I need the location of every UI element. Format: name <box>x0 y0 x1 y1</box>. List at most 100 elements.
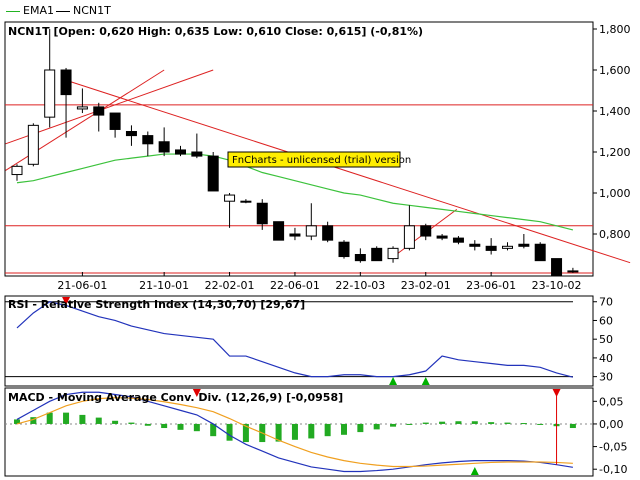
candle-body <box>224 194 236 202</box>
candle-body <box>256 202 268 225</box>
macd-sell-marker <box>552 389 561 397</box>
price-xtick-label: 23-02-01 <box>401 279 451 292</box>
candle-body <box>485 245 497 251</box>
macd-hist-bar <box>128 422 135 424</box>
rsi-ytick-label: 60 <box>599 314 613 327</box>
legend-bar: EMA1 NCN1T <box>0 0 640 22</box>
rsi-ytick-label: 30 <box>599 371 613 384</box>
candle-body <box>273 221 285 241</box>
macd-line <box>16 391 573 473</box>
watermark: FnCharts - unlicensed (trial) version <box>227 151 411 168</box>
price-ytick-label: 0,800 <box>599 228 631 241</box>
macd-hist-bar <box>373 423 380 430</box>
candle-body <box>207 155 219 192</box>
candle <box>142 131 154 157</box>
macd-hist-bar <box>520 423 527 425</box>
candle-body <box>452 237 464 243</box>
candle-body <box>289 233 301 237</box>
legend-ncn1t-swatch <box>56 10 70 12</box>
candle-body <box>403 225 415 249</box>
macd-hist-bar <box>177 423 184 430</box>
price-xtick-label: 22-10-03 <box>335 279 385 292</box>
price-trendline <box>65 79 631 264</box>
candle <box>305 203 317 241</box>
macd-hist-bar <box>112 420 119 424</box>
macd-ytick-label: -0,10 <box>599 463 627 476</box>
candle-body <box>44 69 56 118</box>
macd-hist-bar <box>537 423 544 425</box>
macd-hist-bar <box>161 423 168 429</box>
macd-hist-bar <box>504 422 511 424</box>
price-plot: 0,800 1,000 1,200 1,400 1,600 1,800 21-06-01 21… <box>5 23 631 292</box>
candle <box>518 234 530 249</box>
candle-body <box>60 69 72 96</box>
macd-hist-bar <box>439 421 446 424</box>
candle <box>93 102 105 132</box>
rsi-sell-marker <box>62 297 71 305</box>
macd-hist-bar <box>357 423 364 433</box>
candle-body <box>420 225 432 237</box>
candle-body <box>371 247 383 262</box>
price-xtick-label: 22-06-01 <box>270 279 320 292</box>
candle <box>224 193 236 228</box>
candle <box>207 152 219 192</box>
candle-body <box>534 243 546 262</box>
candle <box>469 240 481 251</box>
candle <box>567 267 579 273</box>
candle <box>60 67 72 138</box>
candle <box>76 88 88 114</box>
macd-hist-bar <box>569 423 576 429</box>
candle <box>354 248 366 263</box>
macd-hist-bar <box>63 412 70 424</box>
macd-hist-bar <box>30 417 37 424</box>
rsi-ytick-label: 50 <box>599 333 613 346</box>
rsi-ytick-label: 70 <box>599 296 613 309</box>
candle-body <box>191 151 203 157</box>
rsi-line <box>16 301 574 378</box>
rsi-panel <box>4 295 594 387</box>
rsi-ytick-label: 40 <box>599 352 613 365</box>
candle-body <box>305 225 317 237</box>
candle <box>175 145 186 157</box>
legend-ncn1t-label: NCN1T <box>73 4 111 17</box>
candle-body <box>322 225 334 241</box>
rsi-buy-marker <box>421 377 430 385</box>
price-xtick-label: 23-10-02 <box>532 279 582 292</box>
macd-hist-bar <box>471 421 478 424</box>
macd-hist-bar <box>242 423 249 443</box>
price-xtick-label: 21-10-01 <box>139 279 189 292</box>
macd-hist-bar <box>144 423 151 426</box>
candle-body <box>175 149 186 155</box>
macd-title: MACD - Moving Average Conv. Div. (12,26,… <box>8 391 343 404</box>
macd-hist-bar <box>341 423 347 435</box>
rsi-buy-marker <box>389 377 398 385</box>
candle <box>338 240 350 259</box>
macd-hist-bar <box>193 423 200 432</box>
candle <box>420 223 432 241</box>
price-xtick-label: 23-06-01 <box>466 279 516 292</box>
legend-ema1-label: EMA1 <box>23 4 54 17</box>
price-ytick-label: 1,600 <box>599 64 631 77</box>
macd-hist-bar <box>210 423 217 437</box>
candle-body <box>158 141 170 153</box>
candle-body <box>125 131 137 137</box>
candle <box>534 242 546 262</box>
candle-body <box>11 165 23 176</box>
macd-hist-bar <box>406 423 413 425</box>
macd-buy-marker <box>470 467 479 475</box>
macd-hist-bar <box>46 412 53 424</box>
price-title: NCN1T [Open: 0,620 High: 0,635 Low: 0,61… <box>8 25 423 38</box>
candle-body <box>240 200 252 203</box>
candle <box>387 246 399 263</box>
macd-hist-bar <box>488 422 495 424</box>
candle <box>289 227 301 241</box>
candle <box>452 236 464 245</box>
macd-ytick-label: -0,05 <box>599 441 627 454</box>
candle-body <box>436 235 448 239</box>
macd-plot: -0,10 -0,05 0,00 0,05 MACD - Moving Average … <box>5 389 627 476</box>
price-ytick-label: 1,000 <box>599 187 631 200</box>
candle <box>11 164 23 181</box>
candle <box>256 199 268 230</box>
macd-ytick-label: 0,05 <box>599 395 624 408</box>
candle <box>436 234 448 241</box>
